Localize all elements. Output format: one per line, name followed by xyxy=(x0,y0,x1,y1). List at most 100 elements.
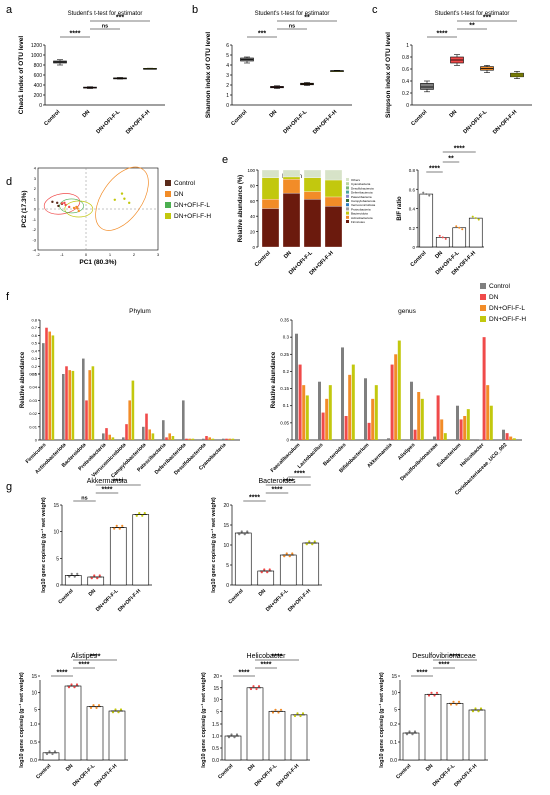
data-point xyxy=(243,533,246,536)
bar xyxy=(509,436,513,440)
y-tick-label: 5 xyxy=(226,53,229,59)
y-tick-label: 2 xyxy=(226,83,229,89)
y-tick-label: 0.25 xyxy=(280,352,289,357)
panel-letter: b xyxy=(192,4,198,16)
g-significance-label: **** xyxy=(417,670,428,677)
y-tick-label: 0.6 xyxy=(402,67,409,73)
data-point xyxy=(452,700,455,703)
data-point xyxy=(301,712,305,715)
stacked-bar-segment xyxy=(303,199,322,248)
g-significance-label: **** xyxy=(90,654,101,661)
box-significance-label: **** xyxy=(437,31,448,38)
y-tick-label: 0.1 xyxy=(283,403,290,408)
data-point xyxy=(135,514,138,517)
data-point xyxy=(457,700,461,703)
bar xyxy=(122,437,125,440)
x-tick-label: Control xyxy=(57,588,75,606)
legend-label: Proteobacteria xyxy=(351,207,371,211)
y-tick-label: 0.2 xyxy=(390,722,397,728)
y-tick-label: 0.03 xyxy=(29,398,38,403)
g-significance-label: **** xyxy=(450,654,461,661)
y-tick-label: 0.35 xyxy=(280,318,289,323)
y-tick-label: 0.1 xyxy=(390,740,397,746)
data-point xyxy=(92,704,95,707)
bar xyxy=(86,706,104,761)
y-tick-label: 0.4 xyxy=(402,79,409,85)
stacked-bar-segment xyxy=(261,169,280,178)
data-point xyxy=(98,574,101,577)
bar xyxy=(108,710,126,761)
y-tick-label: -3 xyxy=(32,237,36,242)
bar xyxy=(225,438,228,440)
bar xyxy=(328,385,332,440)
y-tick-label: 0.7 xyxy=(31,325,37,330)
bar xyxy=(344,416,348,440)
bf-significance-label: **** xyxy=(429,166,440,173)
g-significance-label: **** xyxy=(57,670,68,677)
stacked-bar-segment xyxy=(303,191,322,200)
x-tick-label: Control xyxy=(217,763,235,781)
x-tick-label: DN+OFI-F-H xyxy=(453,763,478,788)
bar xyxy=(151,433,155,440)
data-point xyxy=(240,530,243,533)
data-point xyxy=(283,555,286,558)
scatter-point xyxy=(63,201,66,205)
bar xyxy=(185,438,188,440)
scatter-point xyxy=(120,192,124,195)
bar xyxy=(132,514,150,586)
data-point xyxy=(45,752,49,756)
data-point xyxy=(53,750,57,753)
data-point xyxy=(288,555,291,558)
y-tick-label: -4 xyxy=(32,248,36,253)
scatter-point xyxy=(57,204,60,208)
y-tick-label: -1 xyxy=(32,217,36,222)
y-tick-label: 0.2 xyxy=(31,364,37,369)
bar xyxy=(374,385,378,440)
scatter-point xyxy=(77,209,81,213)
y-tick-label: 0 xyxy=(226,103,229,109)
g-significance-label: **** xyxy=(113,479,124,486)
data-point xyxy=(113,527,116,530)
x-tick-label: DN xyxy=(269,109,279,119)
y-tick-label: 100 xyxy=(247,168,255,173)
y-tick-label: 0.8 xyxy=(402,55,409,61)
y-tick-label: 1.5 xyxy=(212,722,219,728)
bar xyxy=(188,438,191,440)
y-tick-label: 1 xyxy=(406,43,409,49)
chart-title: Student's t-test for estimator xyxy=(68,11,143,17)
y-tick-label: 1 xyxy=(34,196,37,201)
data-point xyxy=(438,234,441,237)
bar xyxy=(290,714,308,761)
y-tick-label: 0.8 xyxy=(31,318,37,323)
box-significance-label: ** xyxy=(469,23,475,30)
x-tick-label: DN xyxy=(449,109,459,119)
scatter-point xyxy=(123,197,126,200)
y-tick-label: 1000 xyxy=(31,53,42,59)
chart-title: genus xyxy=(398,308,416,315)
y-tick-label: 0 xyxy=(56,583,59,589)
bar xyxy=(128,400,131,440)
y-tick-label: 0.02 xyxy=(29,411,38,416)
legend-swatch xyxy=(480,283,486,289)
bar xyxy=(71,370,75,440)
x-tick-label: Alistipes xyxy=(397,442,417,462)
legend-swatch xyxy=(346,190,349,194)
bar xyxy=(108,434,111,440)
legend-label: Firmicutes xyxy=(351,220,365,224)
x-tick-label: Control xyxy=(43,109,61,127)
y-axis-label: log10 gene copies/g (g⁻¹ wet weight) xyxy=(210,497,217,593)
bar xyxy=(208,437,211,440)
bar xyxy=(268,710,286,761)
legend-swatch xyxy=(346,186,349,190)
y-tick-label: 0.1 xyxy=(31,372,37,377)
data-point xyxy=(293,714,297,718)
data-point xyxy=(70,683,73,686)
y-tick-label: 1.0 xyxy=(30,722,37,728)
x-tick-label: Control xyxy=(227,588,245,606)
data-point xyxy=(257,685,261,688)
data-point xyxy=(313,540,316,543)
box xyxy=(420,83,434,90)
legend-label: Actinobacteriota xyxy=(351,216,373,220)
legend-label: Deferribacterota xyxy=(351,191,373,195)
bar xyxy=(295,333,298,440)
